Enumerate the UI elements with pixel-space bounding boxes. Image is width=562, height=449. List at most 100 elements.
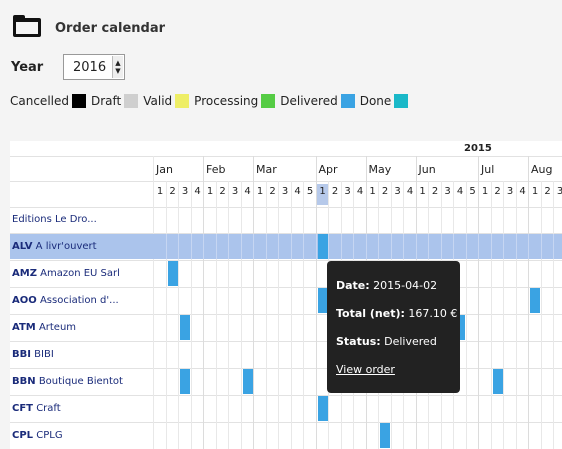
tooltip-status: Delivered — [384, 335, 437, 348]
grid-line — [10, 314, 562, 315]
grid-line — [290, 234, 292, 259]
grid-line — [278, 234, 279, 259]
customer-name: A livr'ouvert — [35, 241, 97, 252]
grid-line — [390, 234, 392, 259]
order-bar[interactable] — [242, 369, 253, 394]
order-calendar-grid: Jan Feb Mar Apr May Jun Jul Aug 2015 1 2 3 4 1 2 3 4 1 2 3 4… — [10, 141, 562, 449]
customer-label[interactable]: CPL CPLG — [12, 430, 63, 441]
customer-code: ATM — [12, 322, 36, 333]
grid-line — [553, 181, 554, 449]
week-number: 3 — [344, 186, 351, 197]
tooltip-date-label: Date: — [336, 279, 370, 292]
customer-label[interactable]: Editions Le Dro... — [12, 214, 97, 225]
customer-name: Boutique Bientot — [38, 376, 123, 387]
grid-line — [453, 234, 454, 259]
order-bar[interactable] — [317, 234, 328, 259]
month-label: Apr — [318, 163, 338, 176]
month-label: Feb — [206, 163, 226, 176]
order-bar[interactable] — [167, 261, 178, 286]
grid-line — [515, 181, 517, 449]
order-bar[interactable] — [317, 396, 328, 421]
customer-label[interactable]: BBI BIBI — [12, 349, 54, 360]
grid-line — [265, 234, 267, 259]
order-bar[interactable] — [530, 288, 540, 313]
grid-line — [315, 156, 317, 449]
month-label: Jan — [156, 163, 173, 176]
order-bar[interactable] — [492, 369, 503, 394]
order-bar[interactable] — [380, 423, 390, 448]
week-number: 3 — [281, 186, 289, 197]
grid-line — [10, 287, 562, 288]
grid-line — [153, 156, 154, 449]
grid-line — [10, 156, 562, 157]
grid-line — [10, 422, 562, 423]
grid-line — [478, 234, 479, 259]
week-number: 3 — [556, 186, 562, 197]
week-number: 2 — [269, 186, 276, 197]
week-number: 3 — [444, 186, 451, 197]
grid-line — [328, 234, 329, 259]
view-order-link[interactable]: View order — [336, 363, 395, 376]
grid-line — [240, 181, 242, 449]
legend-label: Draft — [91, 94, 122, 108]
status-legend: Cancelled Draft Valid Processing Delivered Do… — [10, 94, 413, 108]
order-bar[interactable] — [180, 315, 190, 340]
grid-line — [203, 234, 204, 259]
customer-code: CFT — [12, 403, 33, 414]
grid-line — [515, 234, 517, 259]
customer-label[interactable]: AOO Association d'... — [12, 295, 119, 306]
spinner-arrows-icon[interactable]: ▲ ▼ — [112, 56, 123, 78]
order-bar[interactable] — [317, 288, 328, 313]
tooltip-total-label: Total (net): — [336, 307, 405, 320]
grid-line — [10, 260, 562, 261]
grid-line — [253, 156, 254, 449]
week-number: 2 — [431, 186, 439, 197]
grid-line — [540, 181, 542, 449]
grid-line — [478, 156, 479, 449]
tooltip-date: 2015-04-02 — [373, 279, 438, 292]
grid-line — [540, 234, 542, 259]
order-bar[interactable] — [180, 369, 190, 394]
grid-line — [490, 234, 492, 259]
week-number: 4 — [244, 186, 251, 197]
week-number: 4 — [194, 186, 201, 197]
grid-line — [10, 368, 562, 369]
customer-label[interactable]: CFT Craft — [12, 403, 61, 414]
order-bar[interactable] — [455, 315, 465, 340]
week-number: 3 — [181, 186, 189, 197]
legend-label: Delivered — [280, 94, 338, 108]
page-title: Order calendar — [55, 21, 166, 36]
week-number: 4 — [294, 186, 301, 197]
customer-label[interactable]: BBN Boutique Bientot — [12, 376, 123, 387]
customer-name: Editions Le Dro... — [12, 214, 97, 225]
week-number: 1 — [319, 186, 326, 197]
grid-line — [378, 234, 379, 259]
month-label: Jun — [418, 163, 436, 176]
week-number: 3 — [231, 186, 239, 197]
grid-line — [165, 181, 167, 449]
grid-line — [415, 234, 417, 259]
week-number: 1 — [419, 186, 426, 197]
customer-name: BIBI — [34, 349, 54, 360]
grid-line — [10, 207, 562, 208]
tooltip-status-label: Status: — [336, 335, 381, 348]
customer-label[interactable]: AMZ Amazon EU Sarl — [12, 268, 120, 279]
legend-label: Cancelled — [10, 94, 69, 108]
grid-line — [290, 181, 292, 449]
week-number: 2 — [331, 186, 339, 197]
month-label: Aug — [531, 163, 553, 176]
grid-line — [340, 234, 342, 259]
customer-code: AOO — [12, 295, 37, 306]
customer-label[interactable]: ALV A livr'ouvert — [12, 241, 97, 252]
customer-name: Arteum — [38, 322, 77, 333]
week-number: 4 — [356, 186, 364, 197]
week-number: 1 — [156, 186, 164, 197]
week-number: 2 — [544, 186, 551, 197]
year-select[interactable]: 2016 ▲ ▼ — [63, 54, 125, 80]
grid-line — [353, 234, 354, 259]
grid-line — [365, 234, 367, 259]
grid-line — [165, 234, 167, 259]
selected-row[interactable] — [10, 234, 562, 259]
customer-label[interactable]: ATM Arteum — [12, 322, 76, 333]
grid-line — [178, 181, 179, 449]
